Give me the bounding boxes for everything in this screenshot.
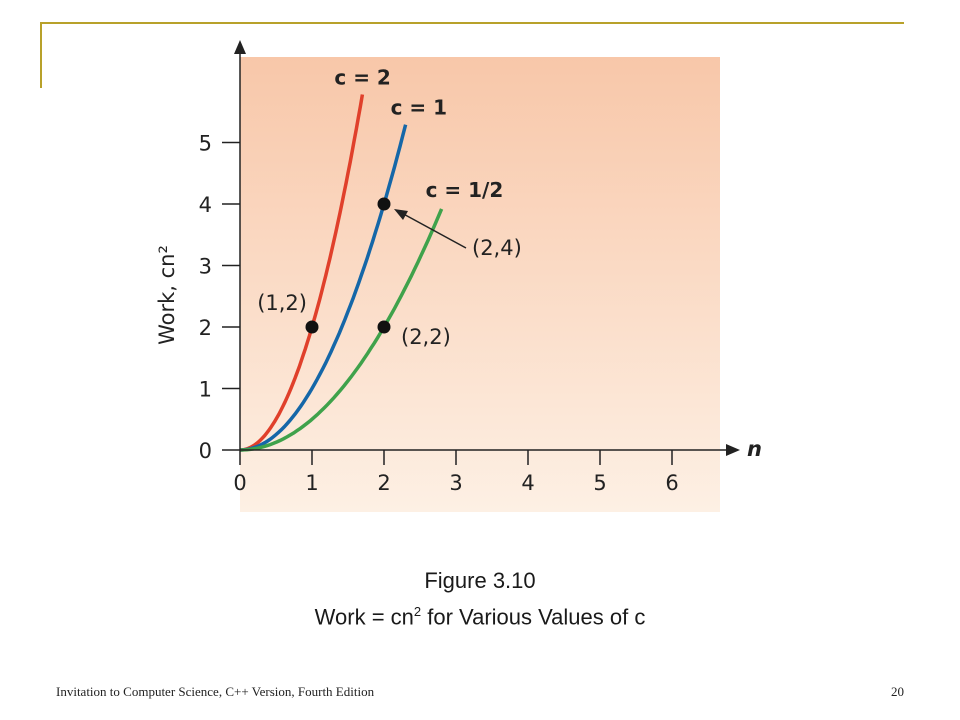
figure-number: Figure 3.10 bbox=[424, 568, 536, 593]
y-tick-label-5: 5 bbox=[199, 132, 212, 156]
x-tick-label-6: 6 bbox=[665, 471, 678, 495]
x-tick-label-1: 1 bbox=[305, 471, 318, 495]
caption-suffix: for Various Values of c bbox=[421, 604, 646, 630]
y-axis-label: Work, cn² bbox=[155, 245, 179, 345]
series-label-c-2: c = 2 bbox=[334, 66, 390, 90]
figure-title: Work = cn2 for Various Values of c bbox=[0, 604, 960, 630]
y-tick-label-3: 3 bbox=[199, 255, 212, 279]
caption-exponent: 2 bbox=[413, 604, 422, 619]
x-axis-arrow bbox=[726, 444, 740, 456]
y-tick-label-2: 2 bbox=[199, 316, 212, 340]
point-callout-line bbox=[397, 210, 467, 249]
series-label-c-1: c = 1 bbox=[391, 96, 447, 120]
point-callout-arrowhead bbox=[394, 209, 408, 220]
series-line-c-2 bbox=[239, 94, 365, 452]
data-point-2-4 bbox=[377, 197, 391, 211]
y-tick-label-1: 1 bbox=[199, 378, 212, 402]
x-tick-label-2: 2 bbox=[377, 471, 390, 495]
caption-prefix: Work = cn bbox=[314, 604, 414, 630]
footer-book-title: Invitation to Computer Science, C++ Vers… bbox=[56, 684, 375, 699]
x-axis-label: n bbox=[747, 437, 762, 461]
y-tick-label-4: 4 bbox=[199, 193, 212, 217]
point-label-2-2: (2,2) bbox=[401, 325, 451, 349]
y-tick-label-0: 0 bbox=[199, 439, 212, 463]
slide-frame-top bbox=[40, 22, 904, 24]
series-line-c-1 bbox=[239, 124, 408, 452]
x-tick-label-0: 0 bbox=[233, 471, 246, 495]
y-axis-arrow bbox=[234, 40, 246, 54]
series-line-c-0-5 bbox=[239, 208, 444, 452]
x-tick-label-5: 5 bbox=[593, 471, 606, 495]
series-label-c-0-5: c = 1/2 bbox=[426, 178, 504, 202]
point-label-2-4: (2,4) bbox=[472, 236, 522, 260]
plot-background bbox=[240, 57, 720, 512]
data-point-2-2 bbox=[377, 320, 391, 334]
work-chart: 0 1 2 3 4 5 0 1 2 3 4 5 6 c = 2c = 1 c = 1/2 n Work, cn… bbox=[155, 40, 762, 512]
x-tick-label-4: 4 bbox=[521, 471, 534, 495]
x-tick-label-3: 3 bbox=[449, 471, 462, 495]
data-point-1-2 bbox=[305, 320, 319, 334]
slide-frame-left bbox=[40, 22, 42, 88]
point-label-1-2: (1,2) bbox=[257, 291, 307, 315]
page-number: 20 bbox=[891, 684, 904, 699]
